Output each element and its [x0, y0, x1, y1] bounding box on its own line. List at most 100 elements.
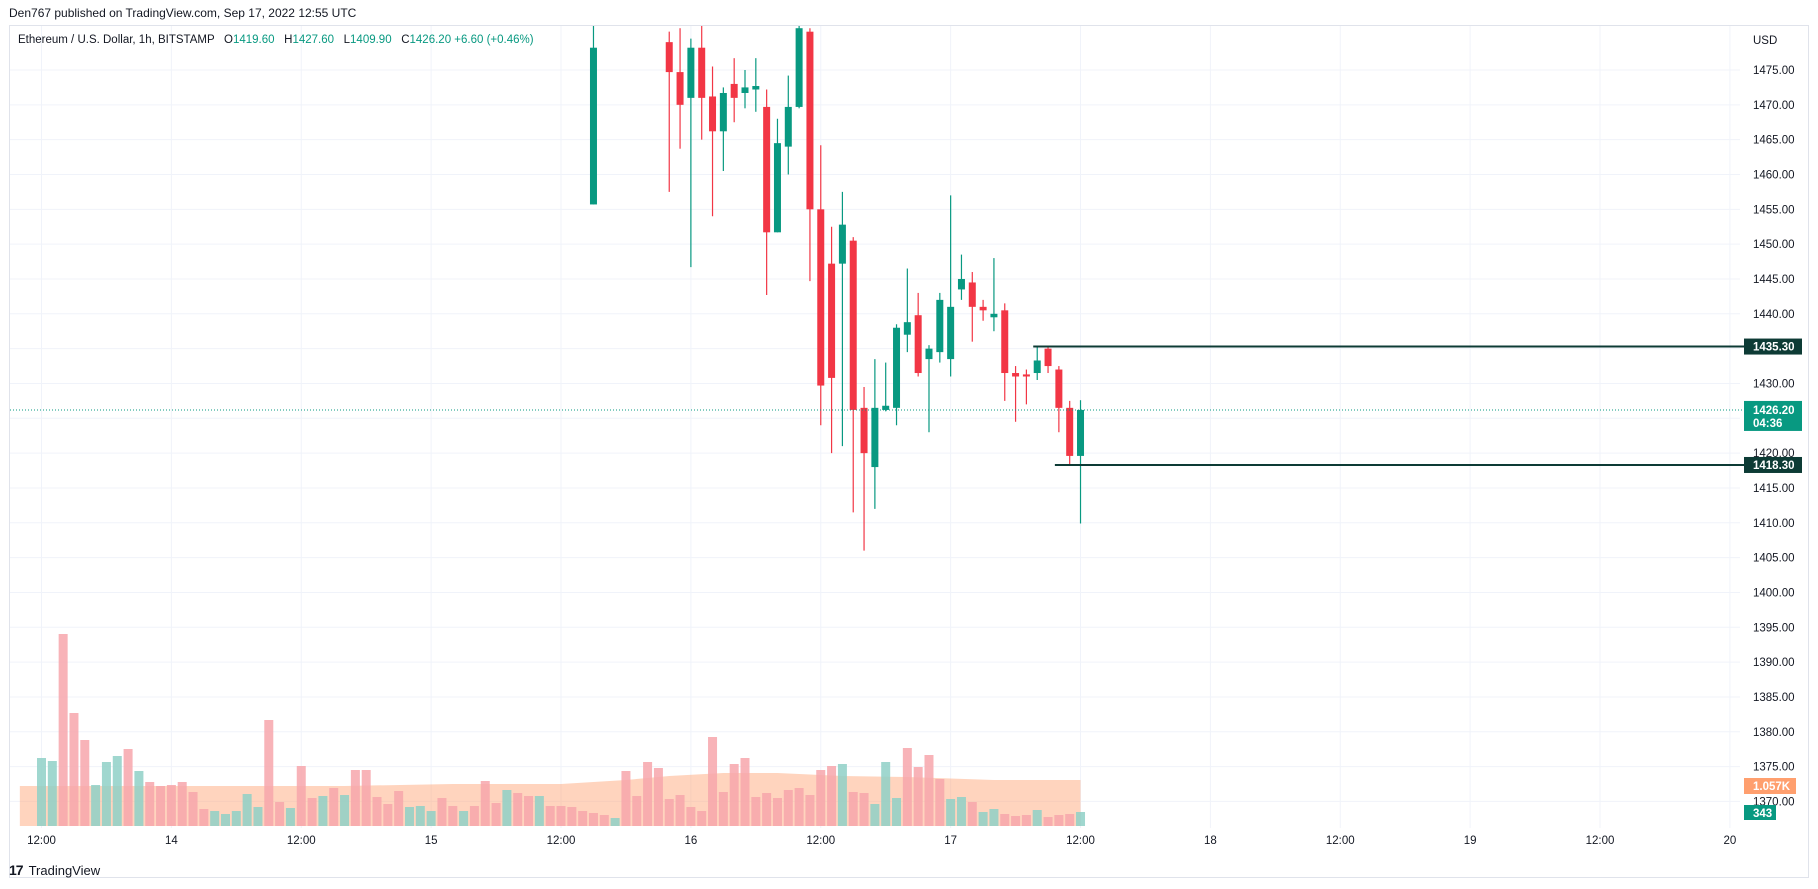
volume-bar: [599, 815, 609, 826]
candle: [936, 292, 944, 363]
brand-name[interactable]: TradingView: [28, 862, 101, 878]
candle: [1077, 400, 1085, 524]
candle: [914, 292, 922, 377]
candle-body: [893, 327, 901, 408]
ticker-legend: Ethereum / U.S. Dollar, 1h, BITSTAMP O14…: [18, 34, 534, 46]
x-tick-label: 17: [944, 835, 957, 847]
volume-bar: [697, 811, 707, 826]
volume-bar: [827, 766, 837, 826]
volume-bar: [37, 758, 46, 826]
candle: [1012, 366, 1020, 422]
candle-body: [1044, 348, 1052, 367]
symbol-name[interactable]: Ethereum / U.S. Dollar, 1h, BITSTAMP: [18, 34, 215, 46]
candle: [849, 237, 857, 513]
candle: [1044, 346, 1052, 374]
level-tag: [1744, 456, 1802, 473]
candle-body: [882, 405, 890, 410]
y-tick-label: 1405.00: [1753, 553, 1795, 565]
volume-bar: [513, 793, 523, 826]
volume-bar: [350, 770, 360, 826]
volume-bar: [459, 811, 469, 826]
countdown-label: 04:36: [1753, 418, 1782, 430]
candle-body: [1055, 369, 1063, 408]
volume-bar: [156, 786, 166, 826]
currency-label: USD: [1753, 35, 1777, 47]
candle: [687, 38, 695, 268]
candle-body: [817, 209, 825, 386]
volume-bar: [318, 796, 328, 826]
volume-bar: [1011, 816, 1021, 826]
y-tick-label: 1395.00: [1753, 622, 1795, 634]
high-value: 1427.60: [292, 34, 335, 46]
candle: [698, 26, 706, 140]
y-tick-label: 1375.00: [1753, 762, 1795, 774]
close-label: C: [401, 34, 410, 46]
y-tick-label: 1465.00: [1753, 135, 1795, 147]
volume-bar: [426, 811, 436, 826]
low-value: 1409.90: [350, 34, 392, 46]
candle-body: [947, 306, 955, 360]
candle: [709, 66, 717, 217]
volume-bar: [253, 807, 263, 826]
candle: [676, 28, 684, 149]
volume-bar: [1032, 810, 1042, 826]
candle-body: [860, 407, 868, 454]
candle: [795, 26, 803, 109]
level-tag-label: 1435.30: [1753, 342, 1795, 354]
candle: [773, 118, 781, 233]
volume-ma-label: 1.057K: [1753, 781, 1791, 793]
x-tick-label: 15: [425, 835, 438, 847]
y-tick-label: 1475.00: [1753, 65, 1795, 77]
level-tag-label: 1418.30: [1753, 460, 1795, 472]
volume-bar: [729, 764, 739, 826]
candle: [1066, 400, 1074, 465]
candle-body: [849, 240, 857, 410]
volume-bar: [556, 806, 566, 826]
volume-last-tag: [1744, 805, 1776, 820]
y-tick-label: 1460.00: [1753, 169, 1795, 181]
candle-body: [730, 83, 738, 98]
candle: [741, 70, 749, 109]
candle: [828, 226, 836, 454]
candle: [990, 258, 998, 332]
tradingview-logo-icon[interactable]: 17: [9, 862, 24, 878]
x-tick-label: 12:00: [287, 835, 316, 847]
volume-bar: [881, 762, 891, 826]
y-tick-label: 1470.00: [1753, 100, 1795, 112]
candle-body: [1012, 373, 1020, 377]
candle-body: [709, 96, 717, 132]
candle-body: [1001, 310, 1009, 374]
candle: [947, 195, 955, 377]
volume-pane: [19, 634, 1086, 826]
candle-body: [968, 282, 976, 307]
candle: [838, 191, 846, 447]
volume-bar: [329, 788, 339, 826]
volume-bar: [394, 791, 404, 826]
candle-body: [806, 31, 814, 210]
candle: [903, 268, 911, 353]
x-tick-label: 12:00: [547, 835, 576, 847]
volume-bar: [1000, 814, 1010, 826]
candle-body: [676, 72, 684, 105]
volume-bar: [794, 788, 804, 826]
volume-bar: [848, 792, 858, 826]
volume-bar: [275, 802, 285, 826]
candle-body: [1033, 360, 1041, 374]
volume-bar: [58, 634, 68, 826]
volume-bar: [1021, 815, 1031, 826]
volume-bar: [404, 807, 414, 826]
volume-bar: [296, 766, 306, 826]
volume-bar: [524, 796, 534, 826]
volume-bar: [340, 795, 350, 826]
volume-bar: [892, 798, 902, 826]
volume-bar: [837, 764, 847, 826]
candle-body: [665, 42, 673, 73]
chart-frame: [9, 25, 1809, 878]
volume-ma-tag: [1744, 778, 1796, 794]
y-tick-label: 1390.00: [1753, 657, 1795, 669]
volume-bar: [469, 806, 479, 826]
price-axis: USD 1475.00 1470.00 1465.00 1460.00 1455.00 14…: [1744, 35, 1802, 820]
candle: [752, 58, 760, 112]
last-price-tag: [1744, 400, 1802, 431]
